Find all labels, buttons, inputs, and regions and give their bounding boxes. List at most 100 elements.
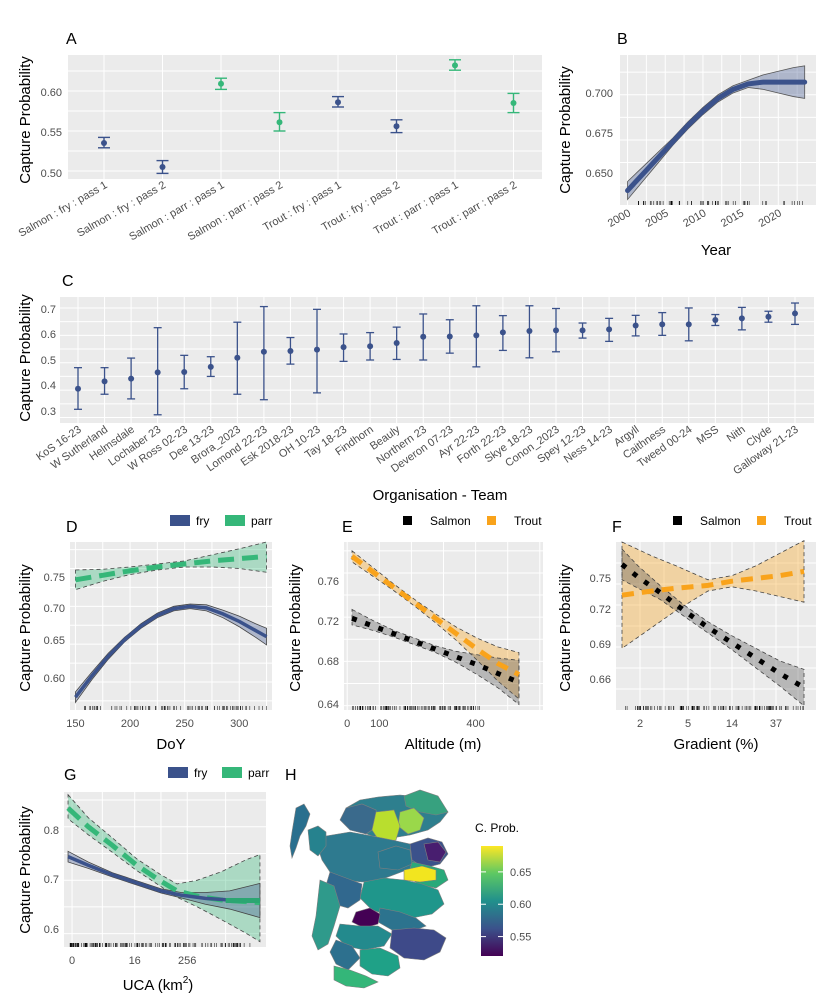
panel-g: G fry parr Capture Probability 0.6 0.7 0… [17,766,269,994]
scotland-map [289,789,449,989]
x-tick-label: 14 [726,718,738,730]
panel-b-ytick: 0.650 [585,168,613,180]
data-point [207,363,214,370]
panel-b: B Capture Probability 0.650 0.675 0.700 … [557,31,816,259]
panel-d: D fry parr Capture Probability 0.60 0.65… [17,514,272,753]
panel-h: H C. Prob. 0.650 [285,767,531,989]
panel-f-ytick: 0.75 [590,573,611,585]
colorbar-ticks: 0.65 0.60 0.55 [481,867,531,944]
colorbar-tick-label: 0.60 [510,899,531,911]
x-tick-label: 2010 [681,207,708,230]
legend-fry-swatch [170,515,190,526]
panel-c-xlabel: Organisation - Team [373,487,508,504]
panel-g-xticks: 0 16 256 [69,955,196,967]
panel-b-ytick: 0.675 [585,128,613,140]
trend-line-trout [350,554,521,677]
data-point [712,317,719,324]
panel-b-xticks: 2000 2005 2010 2015 2020 [606,207,784,230]
confidence-band-salmon [621,548,805,707]
colorbar-tick-label: 0.55 [510,932,531,944]
map-region-outer-hebrides [289,803,311,860]
panel-e: E Salmon Trout Capture Probability 0.64 … [287,514,543,753]
panel-c-ytick: 0.4 [41,380,56,392]
panel-d-ylabel: Capture Probability [17,564,34,692]
panel-f-ylabel: Capture Probability [557,564,574,692]
panel-label-a: A [66,31,77,48]
map-region-nith [359,947,401,977]
panel-a-ytick: 0.60 [41,87,62,99]
data-point [632,322,639,329]
map-region-argyll [311,879,341,951]
panel-c-ytick: 0.6 [41,329,56,341]
panel-f-yticks: 0.66 0.69 0.72 0.75 [590,573,611,686]
x-tick-label: 256 [178,955,196,967]
panel-a-grid [68,55,542,179]
panel-b-xlabel: Year [701,242,731,259]
panel-e-yticks: 0.64 0.68 0.72 0.76 [318,576,339,711]
x-tick-label: 2020 [757,207,784,230]
x-tick-label: 2005 [644,207,671,230]
data-point [452,62,458,69]
map-region-galloway [333,965,379,989]
legend-salmon-swatch [403,516,412,525]
panel-f: F Salmon Trout Capture Probability 0.66 … [557,514,816,753]
legend-fry-label: fry [196,514,209,528]
panel-c-yticks: 0.3 0.4 0.5 0.6 0.7 [41,304,56,418]
x-tick-label: 250 [175,718,193,730]
x-tick-label: 2000 [606,207,633,230]
panel-f-marks [620,539,806,710]
x-tick-label: 300 [230,718,248,730]
data-point [234,354,241,361]
panel-d-marks [74,541,268,710]
legend-parr-label: parr [251,514,272,528]
panel-e-marks [350,550,521,710]
x-tick-label: 0 [69,955,75,967]
legend-trout-label: Trout [514,514,542,528]
panel-f-xticks: 2 5 14 37 [637,718,782,730]
panel-d-xlabel: DoY [156,736,185,753]
map-region-lomond [351,907,381,929]
panel-e-ylabel: Capture Probability [287,564,304,692]
panel-g-ytick: 0.8 [44,825,59,837]
panel-d-xticks: 150 200 250 300 [66,718,248,730]
panel-d-ytick: 0.65 [44,635,65,647]
panel-g-grid [64,792,266,947]
data-point [393,123,400,130]
x-tick-label: 16 [129,955,141,967]
panel-d-ytick: 0.75 [44,572,65,584]
panel-a-ytick: 0.50 [41,168,62,180]
panel-b-ylabel: Capture Probability [557,66,574,194]
data-point [659,321,666,328]
data-point [579,327,586,334]
panel-label-b: B [617,31,628,48]
data-point [792,310,798,317]
data-point [499,329,506,336]
data-point [314,346,320,353]
data-point [553,327,559,334]
panel-a: A Capture Probability 0.50 0.55 0.60 Sal… [17,31,542,243]
data-point [335,99,341,106]
panel-label-e: E [342,519,353,536]
trend-line-fry [67,855,260,903]
panel-a-ytick: 0.55 [41,127,62,139]
data-point [218,80,224,87]
panel-a-yticks: 0.50 0.55 0.60 [41,87,62,180]
panel-b-yticks: 0.650 0.675 0.700 [585,88,613,180]
panel-c-ytick: 0.7 [41,304,56,316]
panel-d-ytick: 0.70 [44,603,65,615]
confidence-band-trout [621,539,805,650]
data-point [446,333,453,340]
x-tick-label: Salmon : parr : pass 1 [127,179,226,243]
panel-g-xlabel: UCA (km2) [123,975,194,994]
x-tick-label: MSS [695,424,721,448]
panel-d-ytick: 0.60 [44,673,65,685]
x-tick-label: Nith [725,424,748,445]
panel-label-h: H [285,767,297,784]
data-point [765,313,772,320]
panel-e-ytick: 0.76 [318,576,339,588]
legend-parr-label: parr [248,766,269,780]
x-tick-label: 2015 [719,207,746,230]
